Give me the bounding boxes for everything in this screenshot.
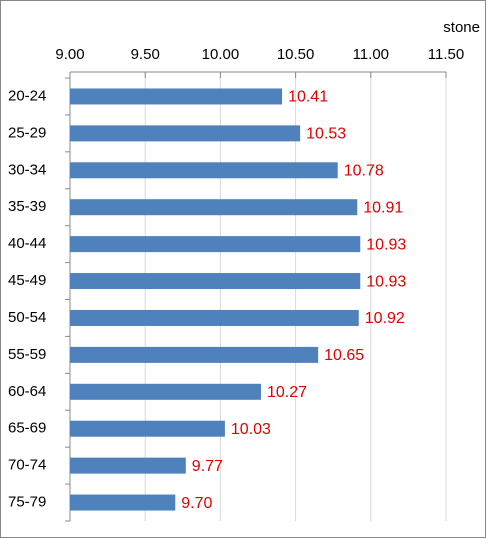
bar <box>70 309 359 326</box>
x-tick-label: 10.50 <box>277 46 315 63</box>
data-label: 10.93 <box>366 236 406 253</box>
x-tick-label: 9.50 <box>131 46 160 63</box>
y-tick-label: 75-79 <box>8 494 46 511</box>
bar <box>70 383 262 400</box>
data-label: 10.27 <box>267 384 307 401</box>
y-tick-label: 40-44 <box>8 235 46 252</box>
data-label: 10.93 <box>366 273 406 290</box>
data-label: 10.92 <box>365 310 405 327</box>
bar <box>70 346 319 363</box>
data-label: 10.91 <box>363 199 403 216</box>
x-tick-label: 9.00 <box>55 46 84 63</box>
bar <box>70 88 283 105</box>
bar <box>70 162 338 179</box>
y-tick-label: 70-74 <box>8 457 46 474</box>
bar <box>70 236 361 253</box>
data-label: 10.78 <box>344 163 384 180</box>
y-tick-label: 50-54 <box>8 309 46 326</box>
y-tick-label: 20-24 <box>8 87 46 104</box>
y-tick-label: 30-34 <box>8 161 46 178</box>
x-axis-unit: stone <box>443 19 480 36</box>
y-tick-label: 25-29 <box>8 124 46 141</box>
y-tick-label: 60-64 <box>8 383 46 400</box>
bar <box>70 125 301 142</box>
data-label: 10.65 <box>324 347 364 364</box>
y-tick-label: 65-69 <box>8 420 46 437</box>
data-label: 10.03 <box>231 421 271 438</box>
bar <box>70 457 186 474</box>
bar <box>70 494 176 511</box>
bar <box>70 420 225 437</box>
data-label: 9.70 <box>181 495 212 512</box>
y-tick-label: 55-59 <box>8 346 46 363</box>
bar <box>70 273 361 290</box>
y-tick-label: 35-39 <box>8 198 46 215</box>
x-tick-label: 10.00 <box>202 46 240 63</box>
data-label: 10.41 <box>288 89 328 106</box>
y-tick-label: 45-49 <box>8 272 46 289</box>
x-tick-label: 11.50 <box>428 46 464 63</box>
bar <box>70 199 358 216</box>
x-tick-label: 11.00 <box>353 46 389 63</box>
data-label: 10.53 <box>306 126 346 143</box>
data-label: 9.77 <box>192 458 223 475</box>
